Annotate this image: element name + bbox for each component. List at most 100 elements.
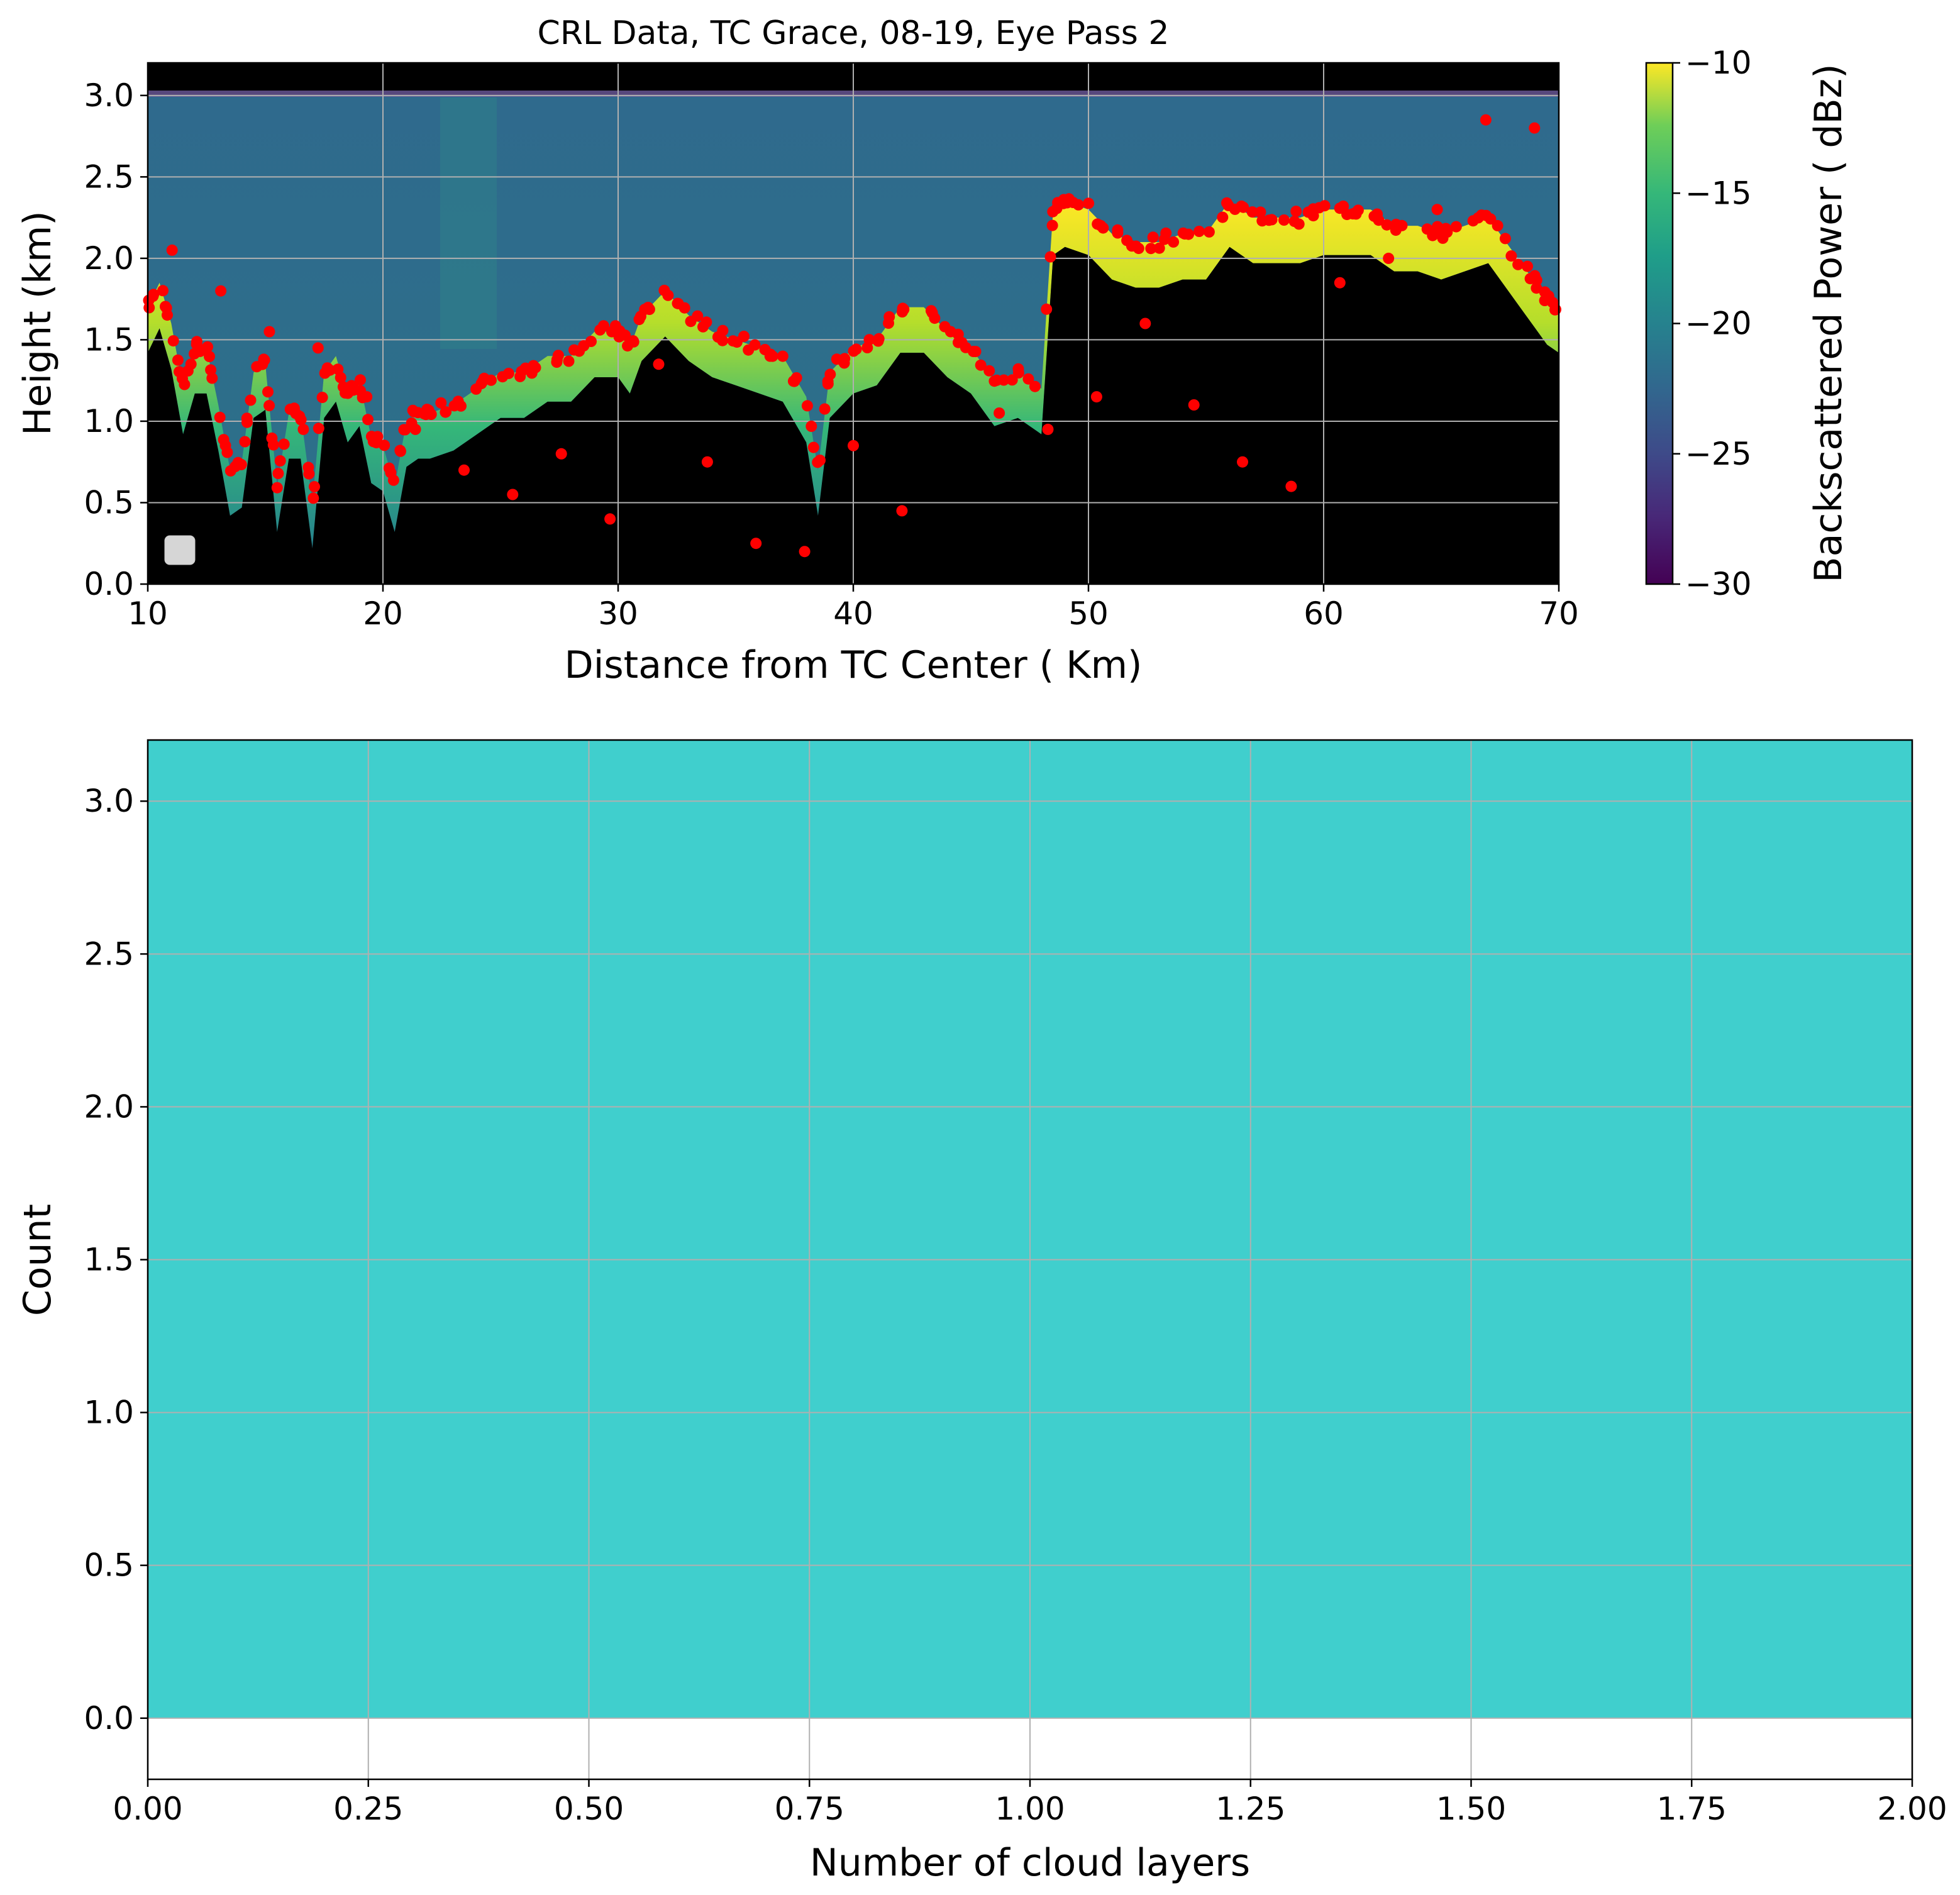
layer-marker [555, 448, 567, 460]
colorbar-tick-label: −25 [1685, 436, 1752, 472]
layer-marker [1431, 204, 1443, 216]
cloud-top-marker [743, 344, 755, 356]
cloud-top-marker [1319, 200, 1331, 212]
cloud-top-marker [1097, 222, 1109, 234]
cloud-top-marker [672, 297, 684, 309]
cloud-top-marker [1492, 219, 1503, 231]
x-tick-label: 20 [363, 595, 403, 632]
grid-lines [147, 63, 1559, 585]
cloud-top-marker [1542, 290, 1554, 302]
cloud-top-marker [822, 378, 834, 390]
cloud-top-marker [1229, 203, 1241, 215]
cloud-top-marker [1022, 373, 1034, 385]
cloud-top-marker [1437, 232, 1449, 244]
cloud-top-marker [313, 423, 324, 434]
y-tick-label: 1.0 [84, 403, 134, 439]
cloud-top-marker [167, 335, 179, 347]
y-axis-label: Count [16, 1204, 60, 1316]
detected-layer-markers [143, 114, 1561, 558]
layer-marker [701, 456, 713, 468]
y-tick-label: 0.0 [84, 566, 134, 602]
cloud-top-marker [897, 302, 909, 314]
heatmap-panel: 10 20 30 40 50 60 70 0.0 0.5 1.0 1.5 2.0 2.5 3.0 CRL… [16, 14, 1851, 687]
cloud-top-marker [1550, 304, 1561, 316]
chart-title: CRL Data, TC Grace, 08-19, Eye Pass 2 [538, 14, 1170, 52]
cloud-top-marker [1041, 303, 1053, 315]
cloud-top-marker [883, 311, 895, 323]
x-tick-label: 1.50 [1436, 1791, 1506, 1827]
cloud-top-marker [1046, 219, 1058, 231]
x-tick-label: 1.75 [1657, 1791, 1727, 1827]
x-tick-label: 50 [1068, 595, 1109, 632]
layer-marker [1285, 480, 1297, 492]
cloud-top-marker [1307, 210, 1319, 222]
cloud-top-marker [619, 329, 631, 341]
cloud-top-marker [597, 320, 609, 332]
cloud-top-marker [831, 353, 843, 365]
x-tick-label: 1.00 [995, 1791, 1065, 1827]
layer-marker [944, 326, 956, 338]
cloud-top-marker [1246, 206, 1258, 218]
layer-marker [361, 391, 373, 403]
cloud-top-marker [1044, 251, 1056, 263]
layer-marker [1237, 456, 1248, 468]
cloud-top-marker [1254, 206, 1266, 218]
cloud-top-marker [157, 285, 169, 297]
layer-marker [848, 439, 859, 451]
cloud-top-marker [692, 310, 704, 322]
cloud-top-marker [1029, 380, 1041, 392]
layer-marker [1188, 399, 1200, 411]
x-tick-label: 0.25 [333, 1791, 403, 1827]
cloud-top-marker [807, 441, 819, 453]
cloud-top-marker [1505, 250, 1517, 262]
cloud-top-marker [662, 289, 674, 301]
layer-marker [799, 546, 811, 558]
layer-marker [1480, 114, 1492, 126]
x-tick-label: 1.25 [1215, 1791, 1285, 1827]
y-tick-label: 1.5 [84, 321, 134, 358]
x-axis-label: Distance from TC Center ( Km) [565, 643, 1143, 687]
y-tick-label: 0.5 [84, 484, 134, 521]
cloud-top-marker [284, 403, 296, 415]
cloud-top-marker [1256, 215, 1268, 227]
cloud-top-marker [1347, 208, 1359, 220]
x-tick-label: 10 [128, 595, 168, 632]
cloud-top-marker [307, 492, 319, 504]
x-tick-label: 30 [598, 595, 638, 632]
cloud-top-marker [295, 414, 307, 426]
x-tick-label: 60 [1304, 595, 1344, 632]
cloud-top-marker [1512, 258, 1524, 270]
cloud-top-marker [1450, 221, 1462, 233]
cloud-top-marker [263, 400, 275, 412]
cloud-top-marker [372, 431, 384, 443]
x-tick-label: 40 [833, 595, 873, 632]
cloud-top-marker [1112, 227, 1124, 239]
cloud-top-marker [975, 359, 987, 371]
layer-marker [1529, 122, 1541, 134]
layer-marker [263, 326, 275, 338]
cloud-top-marker [398, 424, 410, 436]
cloud-top-marker [1130, 240, 1142, 252]
y-axis-label: Height (km) [16, 211, 60, 435]
cloud-top-marker [1061, 197, 1073, 209]
layer-marker [1090, 391, 1102, 403]
cloud-top-marker [267, 439, 279, 451]
cloud-top-marker [230, 461, 241, 473]
colorbar [1645, 62, 1674, 585]
legend-box [164, 535, 196, 565]
cloud-top-marker [172, 354, 184, 366]
cloud-top-marker [1499, 233, 1511, 245]
cloud-top-marker [160, 301, 171, 312]
cloud-top-marker [202, 341, 213, 353]
cloud-top-marker [297, 423, 309, 435]
cloud-top-marker [278, 438, 290, 450]
cloud-top-marker [1288, 216, 1300, 228]
layer-marker [215, 285, 227, 297]
cloud-top-marker [563, 355, 575, 367]
cloud-top-marker [485, 374, 497, 386]
cloud-top-marker [1168, 236, 1180, 248]
histogram-panel: 0.00 0.25 0.50 0.75 1.00 1.25 1.50 1.75 2.00 0.0… [16, 739, 1947, 1885]
cloud-top-marker [1217, 211, 1229, 223]
cloud-top-marker [787, 375, 799, 387]
